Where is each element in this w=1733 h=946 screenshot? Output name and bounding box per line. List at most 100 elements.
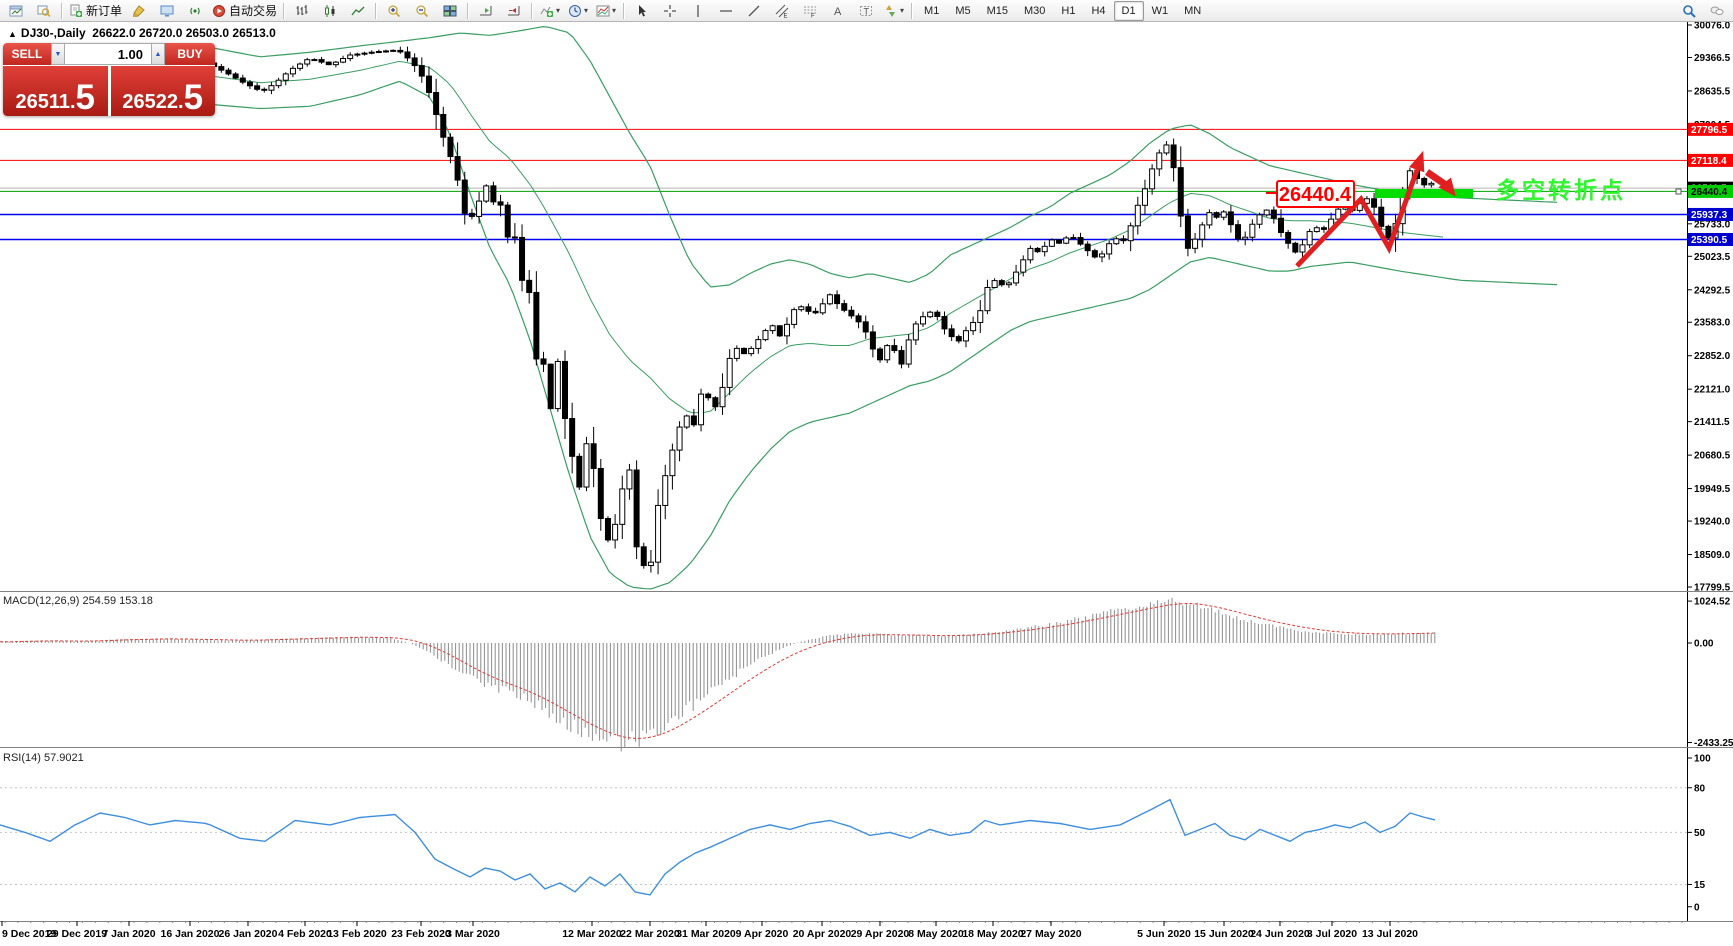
search-button[interactable] [1675, 0, 1703, 22]
sell-price[interactable]: 26511. 5 [3, 66, 108, 116]
support-zone-bar[interactable] [1375, 189, 1473, 198]
text-button[interactable]: A [824, 0, 852, 22]
periods-button[interactable]: ▾ [564, 0, 592, 22]
date-label: 29 Dec 2019 [47, 928, 107, 940]
chevron-down-icon[interactable]: ▾ [556, 6, 561, 15]
timeframe-mn[interactable]: MN [1184, 4, 1202, 17]
arrows-icon [884, 4, 898, 18]
chevron-down-icon[interactable]: ▾ [612, 6, 617, 15]
cursor-icon [635, 4, 649, 18]
zoom-out-icon [415, 4, 429, 18]
candlestick-chart-button[interactable] [316, 0, 344, 22]
toolbar-separator [531, 2, 534, 19]
chart-styler-button[interactable] [125, 0, 153, 22]
buy-button[interactable]: BUY [165, 43, 215, 65]
chevron-down-icon[interactable]: ▾ [584, 6, 589, 15]
trendline-handle[interactable] [1675, 188, 1682, 195]
auto-scroll-button[interactable] [472, 0, 500, 22]
chart-profiles-icon [37, 4, 51, 18]
svg-text:30076.0: 30076.0 [1694, 21, 1731, 32]
svg-text:22852.0: 22852.0 [1694, 351, 1731, 362]
text-icon: A [831, 4, 845, 18]
svg-text:1024.52: 1024.52 [1694, 597, 1731, 608]
equidistant-channel-button[interactable]: E [768, 0, 796, 22]
date-label: 4 Feb 2020 [278, 928, 332, 940]
chart-shift-icon [507, 4, 521, 18]
tile-windows-button[interactable] [436, 0, 464, 22]
new-chart-button[interactable] [2, 0, 30, 22]
chart-shift-button[interactable] [500, 0, 528, 22]
svg-text:T: T [864, 6, 870, 16]
fibonacci-button[interactable]: F [796, 0, 824, 22]
indicators-button[interactable]: ▾ [536, 0, 564, 22]
new-chart-icon [9, 4, 23, 18]
vertical-line-button[interactable] [684, 0, 712, 22]
volume-increase-button[interactable]: ▲ [151, 43, 165, 65]
toolbar-separator [61, 2, 63, 19]
date-label: 3 Jul 2020 [1307, 928, 1357, 940]
search-icon [1682, 4, 1696, 18]
timeframe-m1[interactable]: M1 [924, 4, 940, 17]
svg-text:0: 0 [1694, 902, 1700, 913]
crosshair-button[interactable] [656, 0, 684, 22]
timeframe-h4[interactable]: H4 [1091, 4, 1106, 17]
line-chart-button[interactable] [344, 0, 372, 22]
svg-text:18509.0: 18509.0 [1694, 550, 1731, 561]
svg-text:21411.5: 21411.5 [1694, 417, 1730, 428]
buy-price-pip: 5 [183, 78, 204, 116]
signals-button[interactable] [181, 0, 209, 22]
new-order-button[interactable]: 新订单 [66, 0, 125, 22]
axis-tag-27118.4 [1688, 153, 1733, 167]
buy-price[interactable]: 26522. 5 [110, 66, 215, 116]
trendline-button[interactable] [740, 0, 768, 22]
cursor-button[interactable] [628, 0, 656, 22]
date-label: 29 Apr 2020 [851, 928, 910, 940]
chart-profiles-button[interactable] [30, 0, 58, 22]
timeframe-h1[interactable]: H1 [1061, 4, 1076, 17]
volume-input[interactable] [65, 43, 151, 65]
chevron-down-icon[interactable]: ▾ [900, 6, 905, 15]
short-down-arrow[interactable] [1425, 169, 1448, 188]
sell-price-pip: 5 [75, 78, 96, 116]
horizontal-line-button[interactable] [712, 0, 740, 22]
text-label-button[interactable]: T [852, 0, 880, 22]
timeframe-m15[interactable]: M15 [986, 4, 1008, 17]
tile-windows-icon [443, 4, 457, 18]
toolbar-separator [375, 2, 378, 19]
zoom-in-button[interactable] [380, 0, 408, 22]
price-axis: 30076.029366.528635.527904.525733.025023… [1687, 21, 1733, 921]
timeframe-d1[interactable]: D1 [1113, 0, 1144, 21]
date-label: 27 May 2020 [1020, 928, 1081, 940]
axis-tag-26440.4 [1688, 184, 1733, 198]
price-callout-box[interactable] [1276, 180, 1355, 208]
new-order-icon [69, 4, 83, 18]
bar-chart-icon [295, 4, 309, 18]
bar-chart-button[interactable] [288, 0, 316, 22]
chart-styler-icon [132, 4, 146, 18]
zoom-out-button[interactable] [408, 0, 436, 22]
sell-button[interactable]: SELL [3, 43, 51, 65]
arrows-button[interactable]: ▾ [880, 0, 908, 22]
volume-decrease-button[interactable]: ▼ [51, 43, 65, 65]
svg-text:A: A [834, 6, 842, 18]
templates-button[interactable]: ▾ [592, 0, 620, 22]
date-label: 18 May 2020 [962, 928, 1023, 940]
date-label: 20 Apr 2020 [793, 928, 852, 940]
timeframe-m30[interactable]: M30 [1024, 4, 1046, 17]
bb-lower-band [206, 80, 1558, 590]
chat-button[interactable] [1703, 0, 1731, 22]
auto-trading-button[interactable]: 自动交易 [209, 0, 280, 22]
date-label: 8 May 2020 [908, 928, 964, 940]
collapse-arrow-icon[interactable]: ▲ [8, 29, 17, 39]
date-label: 5 Jun 2020 [1137, 928, 1191, 940]
zigzag-arrow[interactable] [1295, 169, 1420, 268]
vertical-line-icon [691, 4, 705, 18]
market-watch-button[interactable] [153, 0, 181, 22]
ohlc-values: 26622.0 26720.0 26503.0 26513.0 [92, 26, 276, 40]
svg-text:80: 80 [1694, 783, 1706, 794]
timeframe-w1[interactable]: W1 [1151, 4, 1169, 17]
timeframe-m5[interactable]: M5 [955, 4, 971, 17]
one-click-trading-panel: SELL ▼ ▲ BUY 26511. 5 26522. 5 [3, 43, 215, 116]
